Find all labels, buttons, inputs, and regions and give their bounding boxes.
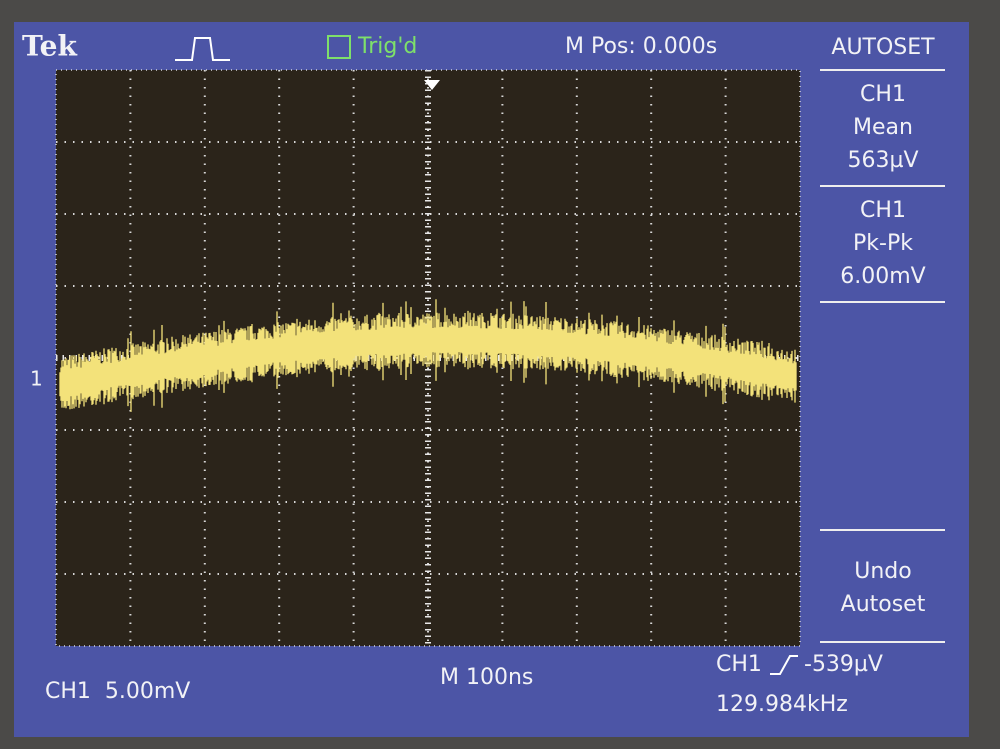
trigger-position-marker [424,80,440,90]
menu-item-text[interactable]: Undo [854,559,911,584]
menu-item-text[interactable]: Pk-Pk [853,231,913,256]
waveform [59,299,797,412]
channel-marker: 1 [30,367,43,391]
side-menu: AUTOSET CH1 Mean 563µV CH1 Pk-Pk 6.00mV Undo Au… [820,35,945,643]
main-position: M Pos: 0.000s [565,34,717,59]
channel-scale: CH1 5.00mV [45,679,190,704]
brand: Tek [22,30,77,63]
menu-item-text[interactable]: 6.00mV [840,264,925,289]
trigger-level: -539µV [804,652,883,677]
frequency: 129.984kHz [716,692,848,717]
acquire-icon [175,37,230,61]
menu-item-text[interactable]: Autoset [841,592,926,617]
trigger-icon [327,35,351,59]
trigger-status: Trig'd [357,34,417,59]
trigger-source: CH1 [716,652,762,677]
timebase: M 100ns [440,665,533,690]
menu-item-text[interactable]: CH1 [860,82,906,107]
menu-item-text[interactable]: 563µV [847,148,918,173]
menu-title[interactable]: AUTOSET [831,35,935,60]
menu-item-text[interactable]: Mean [853,115,913,140]
menu-item-text[interactable]: CH1 [860,198,906,223]
trigger-slope-icon [770,655,798,675]
